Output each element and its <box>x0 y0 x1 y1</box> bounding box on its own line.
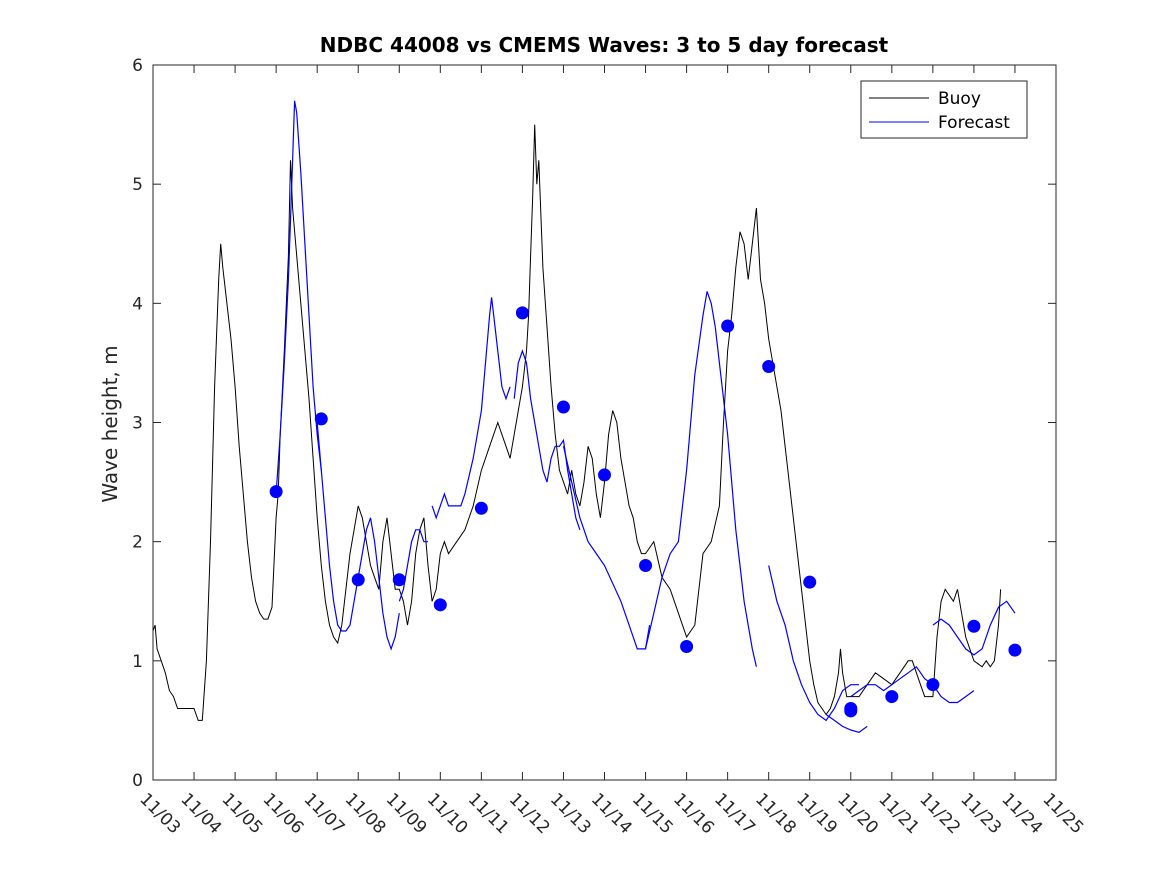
y-tick-label: 6 <box>132 56 143 76</box>
x-tick-label: 11/09 <box>382 789 431 838</box>
series-forecast-line <box>768 565 859 722</box>
x-tick-label: 11/25 <box>1038 789 1087 838</box>
forecast-point-marker <box>474 501 488 515</box>
plot-area <box>152 100 1022 733</box>
series-forecast-line <box>850 665 975 704</box>
x-axis: 11/0311/0411/0511/0611/0711/0811/0911/10… <box>135 65 1087 838</box>
series-forecast-line <box>932 600 1016 656</box>
y-tick-label: 4 <box>132 294 143 314</box>
y-axis-label: Wave height, m <box>98 345 122 502</box>
x-tick-label: 11/12 <box>505 789 554 838</box>
forecast-point-marker <box>515 306 529 320</box>
x-tick-label: 11/06 <box>259 789 308 838</box>
forecast-point-marker <box>762 359 776 373</box>
forecast-point-marker <box>721 319 735 333</box>
forecast-point-marker <box>598 468 611 482</box>
series-buoy-line <box>152 124 1002 721</box>
forecast-point-marker <box>392 573 406 587</box>
y-tick-label: 0 <box>132 771 143 791</box>
series-forecast-line <box>357 517 400 651</box>
series-forecast-line <box>431 297 511 520</box>
forecast-point-marker <box>803 575 817 589</box>
x-tick-label: 11/08 <box>341 789 390 838</box>
series-forecast-line <box>714 327 757 667</box>
forecast-point-marker <box>314 412 328 426</box>
x-tick-label: 11/13 <box>546 789 595 838</box>
x-tick-label: 11/11 <box>464 789 513 838</box>
y-tick-label: 2 <box>132 533 143 553</box>
legend: Buoy Forecast <box>860 80 1028 139</box>
forecast-point-marker <box>1008 643 1022 657</box>
series-forecast-line <box>825 714 868 733</box>
x-tick-label: 11/04 <box>177 789 226 838</box>
series-forecast-line <box>562 446 651 650</box>
series-forecast-line <box>316 422 359 632</box>
x-tick-label: 11/22 <box>915 789 964 838</box>
series-forecast-line <box>644 291 716 650</box>
series-forecast-line <box>398 529 428 602</box>
y-tick-label: 1 <box>132 652 143 672</box>
legend-box <box>860 80 1028 139</box>
x-tick-label: 11/24 <box>997 789 1046 838</box>
forecast-point-marker <box>351 573 365 587</box>
x-tick-label: 11/03 <box>135 789 184 838</box>
forecast-point-marker <box>269 485 283 499</box>
y-tick-label: 3 <box>132 414 143 434</box>
x-tick-label: 11/17 <box>710 789 759 838</box>
x-tick-label: 11/19 <box>792 789 841 838</box>
x-tick-label: 11/15 <box>628 789 677 838</box>
series-forecast-line <box>513 349 581 530</box>
x-tick-label: 11/18 <box>751 789 800 838</box>
forecast-point-marker <box>680 640 694 654</box>
forecast-point-marker <box>967 619 981 633</box>
series-forecast-line <box>275 100 322 495</box>
forecast-point-marker <box>556 400 570 414</box>
x-tick-label: 11/07 <box>300 789 349 838</box>
x-tick-label: 11/16 <box>669 789 718 838</box>
x-tick-label: 11/05 <box>218 789 267 838</box>
x-tick-label: 11/10 <box>423 789 472 838</box>
forecast-point-marker <box>926 678 940 692</box>
forecast-point-marker <box>844 704 858 718</box>
x-tick-label: 11/21 <box>874 789 923 838</box>
forecast-point-marker <box>639 559 653 572</box>
y-tick-label: 5 <box>132 175 143 195</box>
legend-buoy-label: Buoy <box>938 89 981 109</box>
legend-forecast-label: Forecast <box>938 113 1010 133</box>
x-tick-label: 11/14 <box>587 789 636 838</box>
x-tick-label: 11/20 <box>833 789 882 838</box>
x-tick-label: 11/23 <box>956 789 1005 838</box>
forecast-point-marker <box>885 690 899 704</box>
y-axis: 0 1 2 3 4 5 6 <box>132 56 1056 791</box>
forecast-point-marker <box>433 598 447 612</box>
chart-title: NDBC 44008 vs CMEMS Waves: 3 to 5 day fo… <box>320 33 889 57</box>
